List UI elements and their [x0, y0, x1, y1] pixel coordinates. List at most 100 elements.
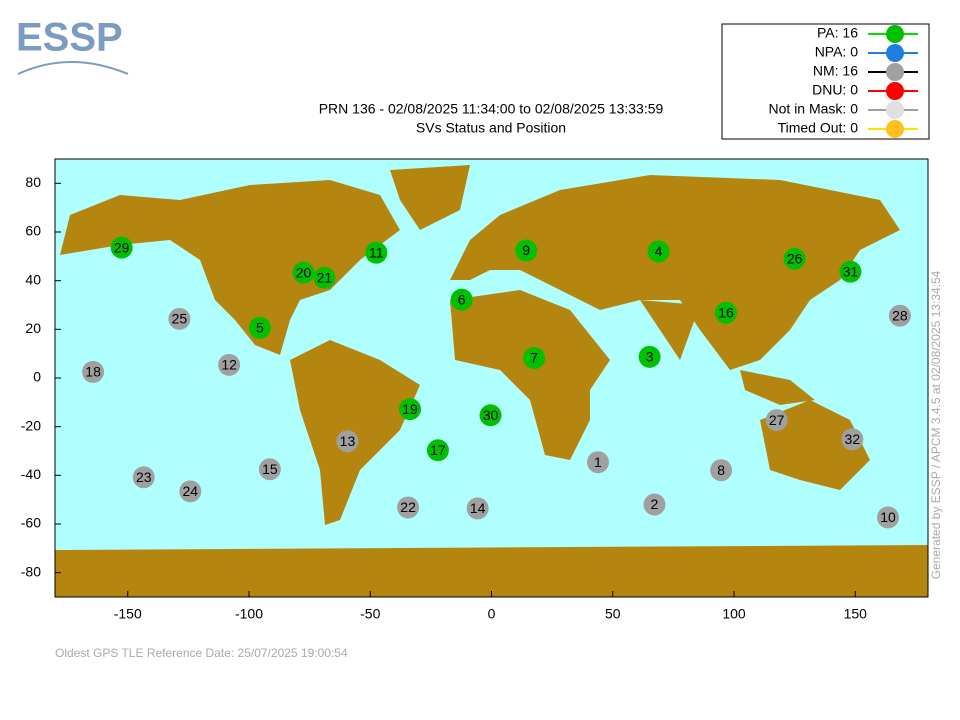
sv-marker — [397, 496, 420, 519]
sv-marker — [132, 466, 155, 489]
sv-marker — [450, 288, 473, 311]
sv-marker — [765, 409, 788, 432]
sv-label: 20 — [296, 264, 312, 280]
y-tick-label: 40 — [25, 271, 41, 287]
legend-marker — [886, 120, 904, 138]
side-note: Generated by ESSP / APCM 3.4.5 at 02/08/… — [929, 270, 943, 579]
legend-label: Timed Out: 0 — [778, 120, 859, 136]
legend-box — [721, 23, 930, 140]
sv-label: 13 — [340, 433, 356, 449]
sv-marker — [179, 480, 202, 503]
sv-marker — [313, 266, 336, 289]
sv-marker — [710, 459, 733, 482]
sv-label: 16 — [718, 304, 734, 320]
sv-label: 10 — [880, 509, 896, 525]
y-tick-label: 60 — [25, 223, 41, 239]
legend-label: DNU: 0 — [812, 82, 858, 98]
sv-marker — [523, 347, 546, 370]
sv-label: 9 — [522, 242, 530, 258]
sv-label: 21 — [317, 269, 333, 285]
legend-marker — [886, 82, 904, 100]
sv-label: 11 — [369, 244, 384, 260]
legend-marker — [886, 25, 904, 43]
y-tick-label: -40 — [21, 466, 41, 482]
sv-marker — [586, 451, 609, 474]
legend-marker — [886, 63, 904, 81]
sv-marker — [336, 430, 359, 453]
sv-label: 6 — [458, 291, 466, 307]
sv-marker — [643, 493, 666, 516]
sv-marker — [638, 345, 661, 368]
sv-marker — [783, 247, 806, 270]
x-tick-label: -50 — [360, 606, 380, 622]
logo: ESSP — [16, 16, 123, 60]
sv-marker — [466, 497, 489, 520]
sv-label: 28 — [892, 307, 908, 323]
sv-label: 8 — [717, 462, 725, 478]
sv-marker — [258, 458, 281, 481]
sv-label: 24 — [183, 483, 199, 499]
chart-subtitle: SVs Status and Position — [416, 120, 566, 136]
map-land — [55, 165, 928, 597]
sv-marker — [647, 240, 670, 263]
y-tick-label: -60 — [21, 515, 41, 531]
sv-marker — [876, 506, 899, 529]
x-tick-label: -150 — [114, 606, 142, 622]
sv-label: 17 — [430, 442, 446, 458]
sv-label: 25 — [172, 311, 188, 327]
sv-label: 3 — [646, 349, 654, 365]
sv-label: 15 — [262, 461, 278, 477]
sv-label: 1 — [594, 454, 602, 470]
sv-marker — [714, 301, 737, 324]
x-tick-label: 100 — [722, 606, 746, 622]
sv-label: 19 — [402, 401, 418, 417]
sv-marker — [218, 353, 241, 376]
sv-label: 7 — [530, 350, 538, 366]
y-tick-label: -20 — [21, 417, 41, 433]
sv-label: 27 — [769, 412, 785, 428]
legend-label: NPA: 0 — [815, 44, 859, 60]
sv-label: 22 — [400, 499, 416, 515]
sv-label: 23 — [136, 469, 152, 485]
sv-marker — [365, 241, 388, 264]
sv-marker — [399, 398, 422, 421]
footer: Oldest GPS TLE Reference Date: 25/07/202… — [55, 646, 348, 660]
y-tick-label: -80 — [21, 563, 41, 579]
y-tick-label: 20 — [25, 320, 41, 336]
x-tick-label: 50 — [605, 606, 621, 622]
x-tick-label: -100 — [235, 606, 263, 622]
sv-marker — [515, 239, 538, 262]
legend-label: PA: 16 — [817, 25, 858, 41]
sv-marker — [426, 439, 449, 462]
sv-label: 12 — [221, 357, 237, 373]
sv-marker — [841, 428, 864, 451]
sv-label: 30 — [483, 407, 499, 423]
sv-marker — [168, 307, 191, 330]
sv-label: 18 — [85, 364, 101, 380]
sv-label: 26 — [787, 250, 803, 266]
sv-marker — [292, 261, 315, 284]
sv-label: 14 — [470, 500, 486, 516]
legend-marker — [886, 101, 904, 119]
sv-label: 5 — [256, 320, 264, 336]
sv-label: 31 — [843, 263, 859, 279]
sv-label: 4 — [655, 243, 663, 259]
logo-arc — [17, 61, 129, 75]
sv-label: 32 — [845, 431, 861, 447]
x-tick-label: 0 — [488, 606, 496, 622]
legend-marker — [886, 44, 904, 62]
sv-marker — [888, 304, 911, 327]
sv-marker — [839, 260, 862, 283]
sv-label: 29 — [114, 239, 130, 255]
legend-label: Not in Mask: 0 — [769, 101, 859, 117]
legend-label: NM: 16 — [813, 63, 858, 79]
sv-marker — [248, 316, 271, 339]
y-tick-label: 0 — [33, 369, 41, 385]
y-tick-label: 80 — [25, 174, 41, 190]
chart-title: PRN 136 - 02/08/2025 11:34:00 to 02/08/2… — [319, 101, 664, 117]
sv-label: 2 — [651, 496, 659, 512]
sv-marker — [82, 360, 105, 383]
sv-marker — [110, 236, 133, 259]
sv-marker — [479, 404, 502, 427]
